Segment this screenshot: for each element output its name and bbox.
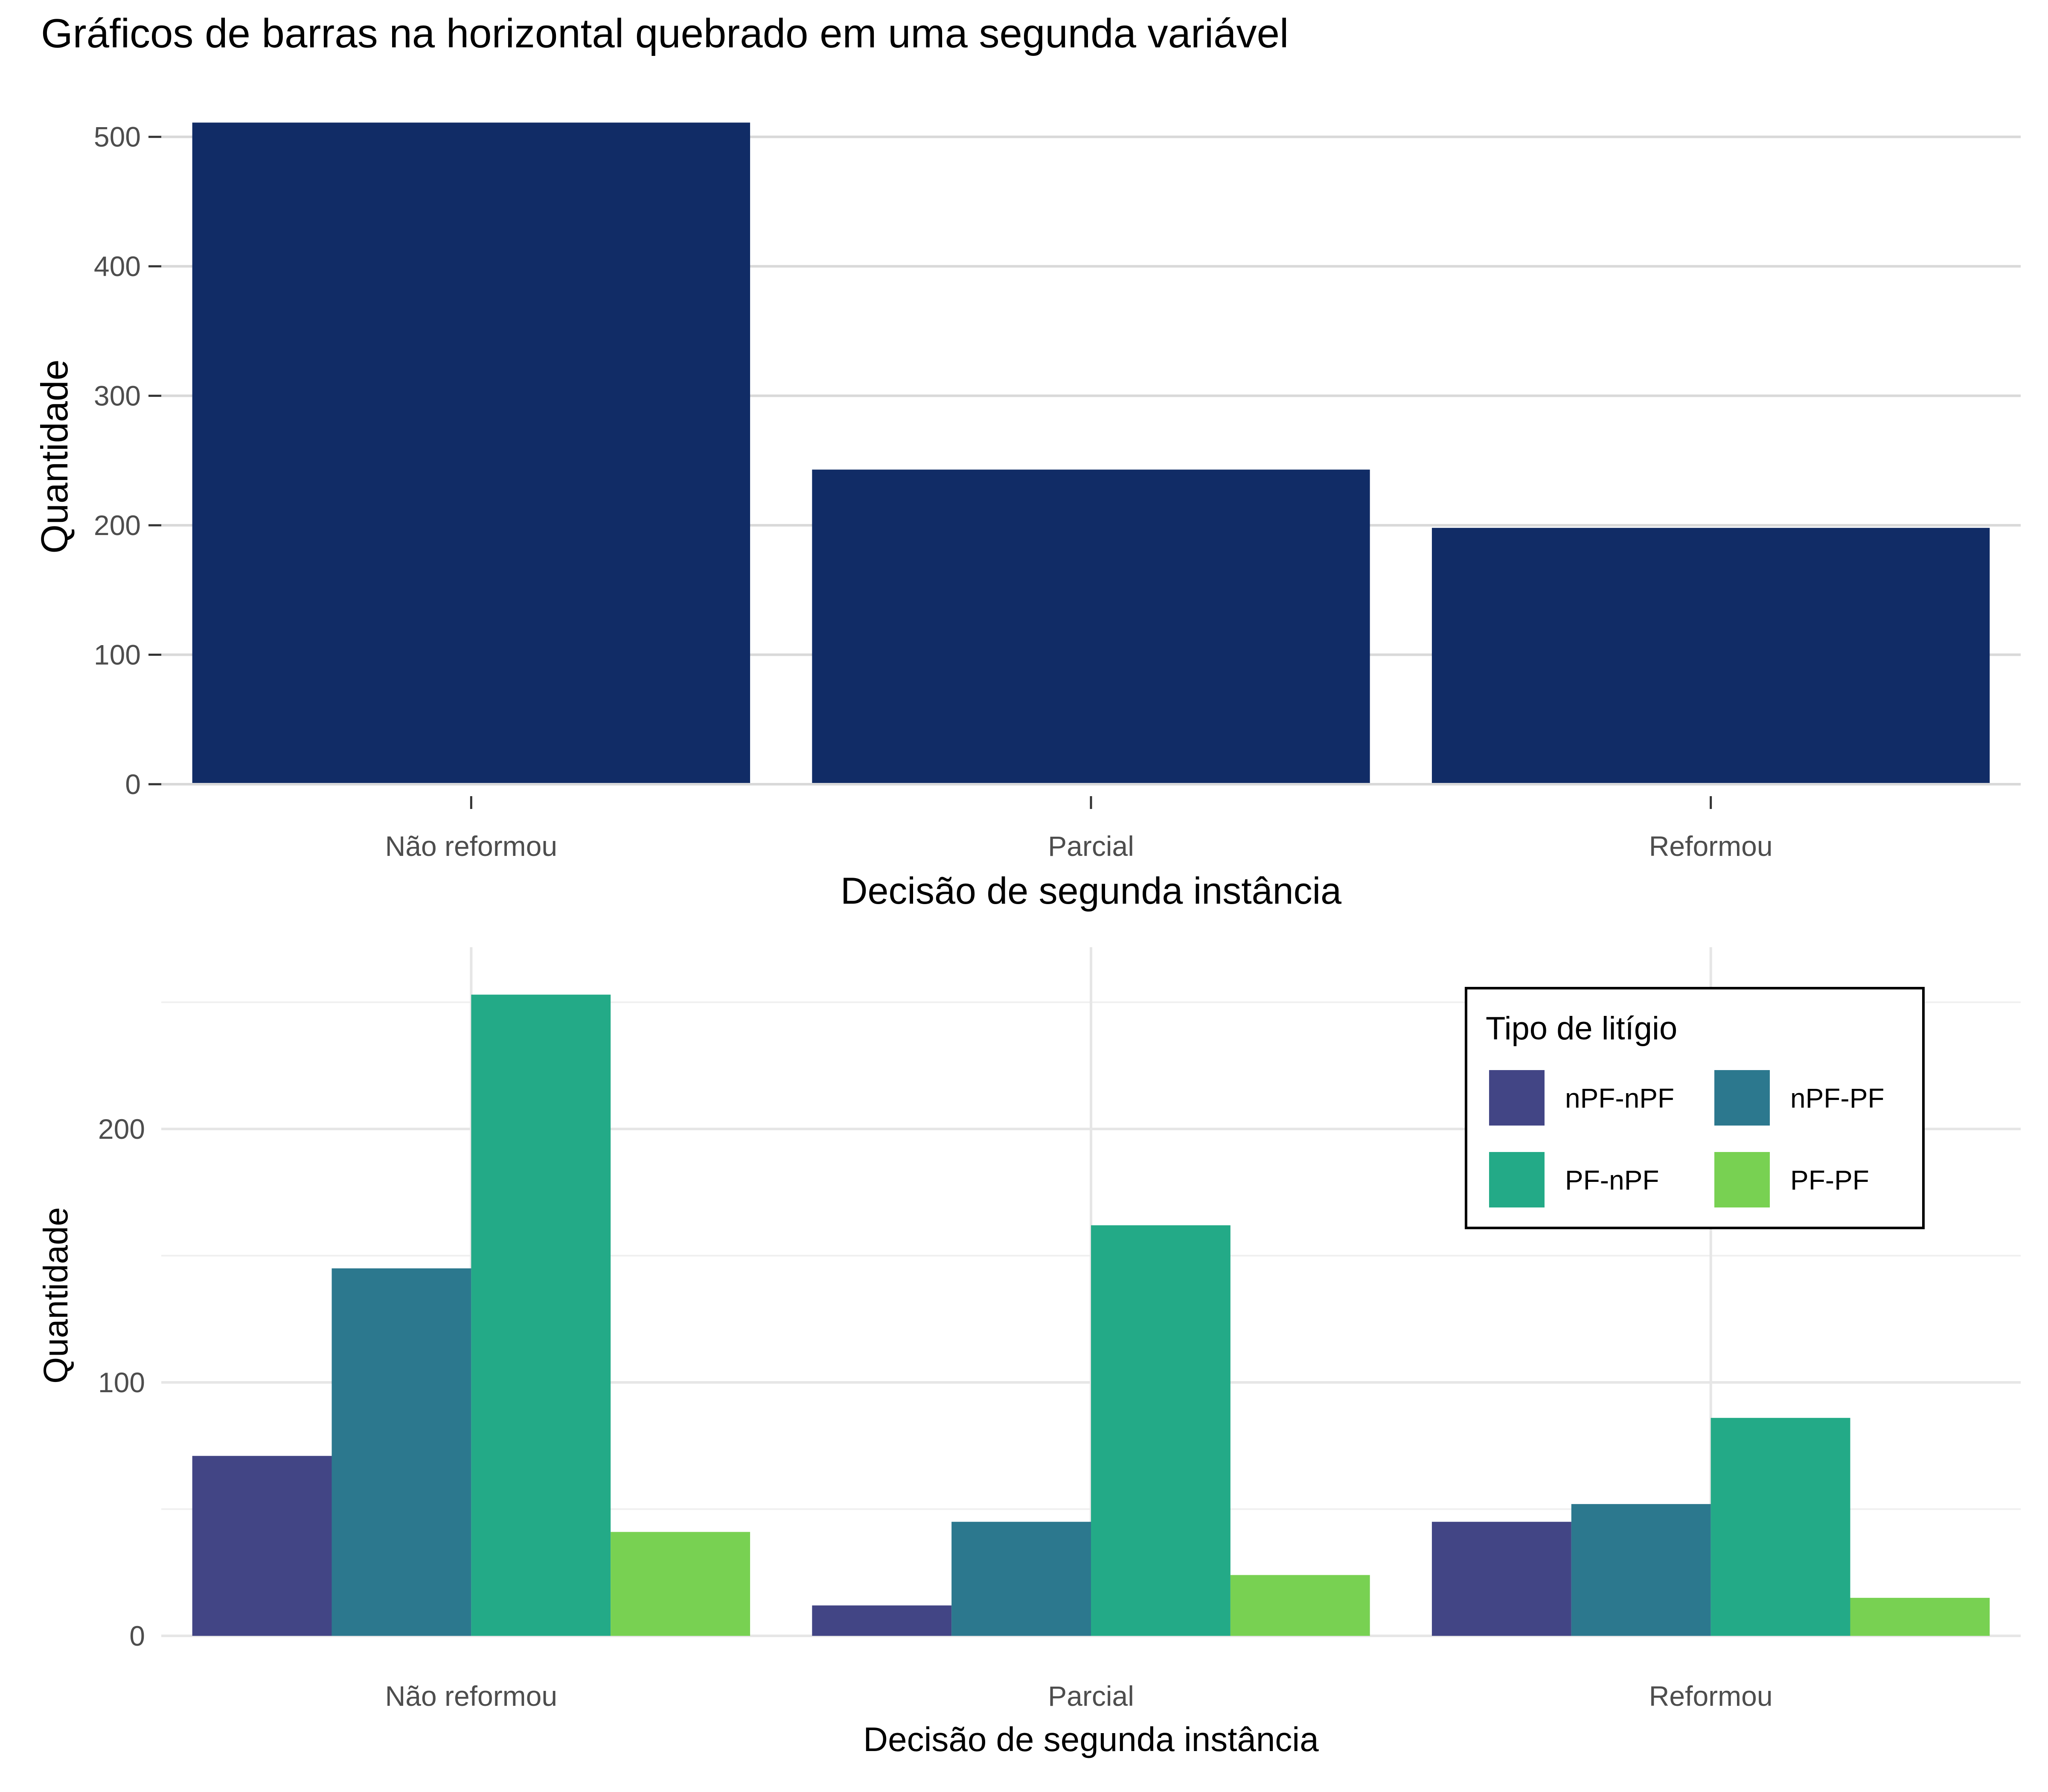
y-axis-title: Quantidade [33, 359, 76, 553]
bar-nao-reformou-pf-npf [471, 995, 611, 1636]
bar-parcial-npf-npf [812, 1605, 952, 1636]
bar-nao-reformou-pf-pf [611, 1532, 751, 1636]
top-panel: 0 100 200 300 400 500 Não reformou Parcial Refor… [33, 121, 2021, 912]
bar-parcial-pf-npf [1091, 1225, 1231, 1636]
legend-swatch-pf-npf [1489, 1152, 1545, 1207]
legend-label-pf-pf: PF-PF [1790, 1165, 1869, 1196]
bar-nao-reformou-npf-pf [332, 1268, 471, 1636]
bar-reformou-npf-pf [1571, 1504, 1711, 1636]
x-tick-label: Reformou [1649, 830, 1773, 862]
y-tick-label: 500 [94, 121, 141, 153]
x-tick-label: Não reformou [385, 1680, 558, 1712]
bar-nao-reformou [192, 122, 751, 784]
y-tick-label: 400 [94, 250, 141, 282]
bar-nao-reformou-npf-npf [192, 1456, 332, 1636]
y-tick-label: 200 [98, 1113, 145, 1145]
x-tick-label: Parcial [1048, 1680, 1134, 1712]
legend-label-pf-npf: PF-nPF [1565, 1165, 1659, 1196]
y-tick-label: 0 [125, 768, 141, 800]
bar-reformou [1431, 528, 1990, 784]
y-axis-title: Quantidade [37, 1207, 75, 1384]
legend-label-npf-pf: nPF-PF [1790, 1083, 1884, 1114]
bar-parcial [812, 469, 1370, 784]
y-tick-label: 100 [94, 639, 141, 671]
legend-swatch-npf-npf [1489, 1070, 1545, 1126]
bar-reformou-npf-npf [1431, 1521, 1571, 1636]
x-tick-label: Reformou [1649, 1680, 1773, 1712]
legend-title: Tipo de litígio [1486, 1010, 1677, 1047]
x-axis-title: Decisão de segunda instância [841, 870, 1341, 912]
x-axis-title: Decisão de segunda instância [863, 1720, 1319, 1758]
y-tick-label: 200 [94, 509, 141, 541]
legend-label-npf-npf: nPF-nPF [1565, 1083, 1674, 1114]
legend-swatch-pf-pf [1714, 1152, 1770, 1207]
x-tick-label: Não reformou [385, 830, 558, 862]
bar-parcial-pf-pf [1230, 1575, 1370, 1636]
bottom-panel: 0 100 200 Não reformou Parcial Reformou Decisã… [37, 947, 2021, 1758]
y-tick-label: 300 [94, 380, 141, 412]
legend-swatch-npf-pf [1714, 1070, 1770, 1126]
bar-reformou-pf-npf [1711, 1418, 1850, 1636]
x-tick-label: Parcial [1048, 830, 1134, 862]
y-tick-label: 100 [98, 1367, 145, 1398]
chart-title: Gráficos de barras na horizontal quebrad… [41, 11, 1289, 56]
y-tick-label: 0 [129, 1620, 145, 1652]
bar-parcial-npf-pf [951, 1521, 1091, 1636]
bar-reformou-pf-pf [1850, 1597, 1990, 1636]
legend: Tipo de litígio nPF-nPF nPF-PF PF-nPF PF-PF [1465, 987, 1925, 1229]
